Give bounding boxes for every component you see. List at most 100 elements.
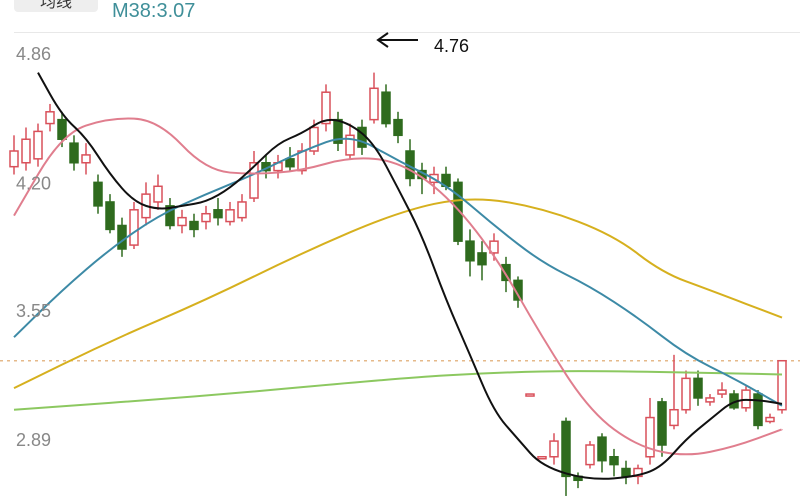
candle bbox=[105, 194, 115, 234]
candle bbox=[753, 390, 763, 430]
candle-body bbox=[477, 252, 487, 266]
candle-body bbox=[453, 181, 463, 242]
candle-body bbox=[705, 397, 715, 403]
candle-body bbox=[393, 118, 403, 137]
candle-body bbox=[81, 154, 91, 164]
candle-body bbox=[153, 185, 163, 203]
ma120-line bbox=[13, 370, 783, 411]
y-tick-label: 2.89 bbox=[16, 430, 51, 450]
candle bbox=[333, 111, 343, 151]
ma10-line bbox=[13, 117, 783, 456]
candle-body bbox=[537, 456, 547, 460]
candle-body bbox=[561, 420, 571, 478]
candle-body bbox=[693, 377, 703, 399]
candle bbox=[537, 456, 547, 460]
candle bbox=[273, 154, 283, 179]
candle-body bbox=[309, 126, 319, 152]
candle-body bbox=[105, 201, 115, 231]
candle bbox=[453, 178, 463, 246]
ma20-line bbox=[13, 137, 783, 407]
candle bbox=[81, 143, 91, 175]
candle bbox=[225, 201, 235, 226]
ma5-line bbox=[37, 72, 783, 480]
candle-body bbox=[657, 401, 667, 446]
candle bbox=[165, 198, 175, 230]
candle-body bbox=[117, 224, 127, 250]
candle bbox=[597, 433, 607, 473]
y-tick-label: 4.20 bbox=[16, 173, 51, 193]
candle-body bbox=[225, 209, 235, 223]
candle bbox=[729, 390, 739, 410]
candle bbox=[69, 135, 79, 171]
arrow-head bbox=[376, 32, 389, 48]
candle-body bbox=[237, 201, 247, 219]
candle bbox=[381, 84, 391, 128]
candle-body bbox=[165, 205, 175, 227]
candle bbox=[129, 201, 139, 249]
candle bbox=[93, 174, 103, 214]
candle bbox=[621, 460, 631, 485]
candle bbox=[645, 397, 655, 465]
candle bbox=[45, 103, 55, 132]
candle-body bbox=[33, 130, 43, 160]
candle bbox=[9, 135, 19, 175]
candle-body bbox=[213, 209, 223, 219]
candle bbox=[249, 151, 259, 202]
candle-body bbox=[465, 240, 475, 262]
candle-body bbox=[717, 389, 727, 395]
candle-body bbox=[285, 158, 295, 168]
candle-body bbox=[513, 279, 523, 301]
candle-body bbox=[549, 440, 559, 458]
candle-body bbox=[369, 87, 379, 121]
candle bbox=[213, 198, 223, 226]
candle-body bbox=[21, 138, 31, 164]
candle bbox=[681, 370, 691, 414]
candle bbox=[513, 276, 523, 308]
candle-body bbox=[57, 118, 67, 140]
candle-body bbox=[585, 444, 595, 466]
candle bbox=[33, 123, 43, 167]
candle-body bbox=[621, 467, 631, 478]
candle-body bbox=[249, 162, 259, 199]
candle-body bbox=[189, 220, 199, 231]
candle bbox=[465, 229, 475, 277]
candle-body bbox=[669, 408, 679, 427]
ma-readout: M38:3.07 bbox=[112, 0, 196, 22]
candle bbox=[477, 241, 487, 281]
candle-body bbox=[777, 359, 787, 411]
candle-body bbox=[93, 181, 103, 207]
candle-body bbox=[525, 393, 535, 397]
candle-body bbox=[645, 416, 655, 458]
candle bbox=[405, 139, 415, 187]
candle-body bbox=[633, 467, 643, 478]
candle bbox=[237, 194, 247, 222]
candle bbox=[393, 111, 403, 144]
chart-top-border bbox=[14, 32, 800, 33]
candle-body bbox=[501, 263, 511, 282]
candle-body bbox=[45, 111, 55, 125]
candle-body bbox=[177, 216, 187, 227]
candle bbox=[585, 441, 595, 469]
indicator-tab[interactable]: 均线 bbox=[14, 0, 98, 12]
candle bbox=[657, 397, 667, 457]
candle bbox=[705, 394, 715, 406]
candle-body bbox=[129, 209, 139, 246]
candle bbox=[153, 174, 163, 210]
candle-body bbox=[69, 142, 79, 164]
max-price-label: 4.76 bbox=[434, 36, 469, 56]
candle-body bbox=[9, 150, 19, 168]
candle bbox=[117, 217, 127, 257]
candle bbox=[549, 433, 559, 465]
candle bbox=[285, 147, 295, 171]
candle-body bbox=[765, 416, 775, 423]
candle bbox=[609, 448, 619, 477]
candle-body bbox=[489, 240, 499, 254]
candle-body bbox=[381, 91, 391, 125]
candle bbox=[201, 205, 211, 230]
ma60-line bbox=[13, 198, 783, 390]
candle-body bbox=[753, 393, 763, 427]
max-price-annotation: 4.76 bbox=[376, 32, 469, 56]
candle-body bbox=[681, 377, 691, 411]
candle-body bbox=[201, 212, 211, 223]
